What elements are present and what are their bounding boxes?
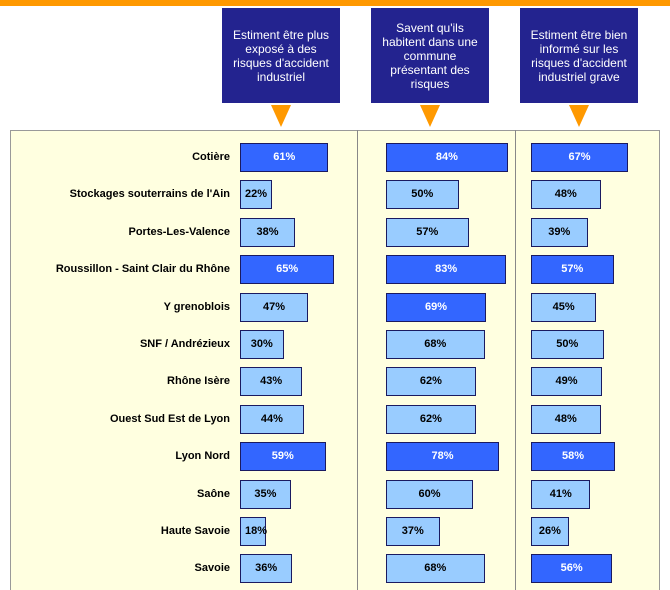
bar [240,143,329,172]
value-label: 68% [424,562,447,575]
value-label: 59% [271,450,294,463]
bar [386,367,476,397]
bar [240,442,326,472]
value-label: 30% [250,338,273,350]
value-label: 48% [554,188,577,201]
bar [531,479,591,509]
bar [531,143,629,172]
bar [386,442,500,472]
value-label: 50% [411,188,434,201]
category-label: Rhône Isère [167,375,230,388]
bar [240,404,304,434]
value-label: 61% [273,151,296,163]
value-label: 62% [419,412,442,425]
bar [531,330,604,359]
bar [531,255,614,285]
bar [531,442,616,472]
bar [386,217,469,247]
value-label: 50% [556,338,579,350]
value-label: 43% [260,375,283,388]
value-label: 68% [424,338,447,350]
bar [531,554,613,584]
value-label: 57% [416,225,439,238]
category-label: Lyon Nord [175,450,230,463]
value-label: 60% [418,487,441,500]
bar [531,517,569,546]
category-label: Portes-Les-Valence [128,225,231,238]
header-arrow [420,105,440,127]
value-label: 36% [255,562,278,575]
bar [386,404,476,434]
value-label: 39% [548,225,571,238]
value-label: 58% [562,450,585,463]
value-label: 26% [538,525,561,537]
bar [531,367,603,397]
bar [240,554,293,584]
value-label: 78% [431,450,454,463]
value-label: 38% [256,225,279,238]
category-label: Saône [196,487,230,500]
value-label: 57% [561,263,584,276]
header-arrow [271,105,291,127]
category-label: Stockages souterrains de l'Ain [69,188,230,201]
value-label: 56% [560,562,583,575]
series-header: Savent qu'ils habitent dans une commune … [371,8,489,103]
bar [240,330,284,359]
category-label: Roussillon - Saint Clair du Rhône [55,263,230,276]
category-label: Cotière [192,151,230,163]
category-label: SNF / Andrézieux [139,338,230,350]
bar [386,292,487,322]
value-label: 37% [401,525,424,537]
value-label: 49% [555,375,578,388]
bar [240,255,335,285]
bar [531,292,597,322]
value-label: 65% [276,263,299,276]
bar [386,330,485,359]
category-label: Savoie [194,562,230,575]
bar [240,180,272,210]
category-label: Y grenoblois [163,300,230,313]
value-label: 18% [244,525,268,537]
value-label: 47% [263,300,286,313]
divider [357,130,358,590]
value-label: 35% [254,487,277,500]
bar [240,517,267,546]
bar [386,143,508,172]
value-label: 83% [435,263,458,276]
series-header: Estiment être bien informé sur les risqu… [520,8,638,103]
bar [386,517,440,546]
category-label: Haute Savoie [160,525,230,537]
value-label: 41% [549,487,572,500]
value-label: 45% [552,300,575,313]
divider [515,130,516,590]
value-label: 67% [568,151,591,163]
value-label: 62% [419,375,442,388]
series-header: Estiment être plus exposé à des risques … [222,8,340,103]
bar [386,479,473,509]
bar [386,255,507,285]
value-label: 69% [425,300,448,313]
bar [386,554,485,584]
value-label: 48% [554,412,577,425]
bar [531,404,601,434]
header-arrow [569,105,589,127]
bar [531,180,601,210]
bar [531,217,588,247]
value-label: 84% [435,151,458,163]
value-label: 22% [244,188,268,201]
bar [240,367,303,397]
bar [386,180,459,210]
category-label: Ouest Sud Est de Lyon [110,412,230,425]
bar [240,292,309,322]
top-band [0,0,670,6]
value-label: 44% [260,412,283,425]
bar [240,217,296,247]
bar [240,479,291,509]
